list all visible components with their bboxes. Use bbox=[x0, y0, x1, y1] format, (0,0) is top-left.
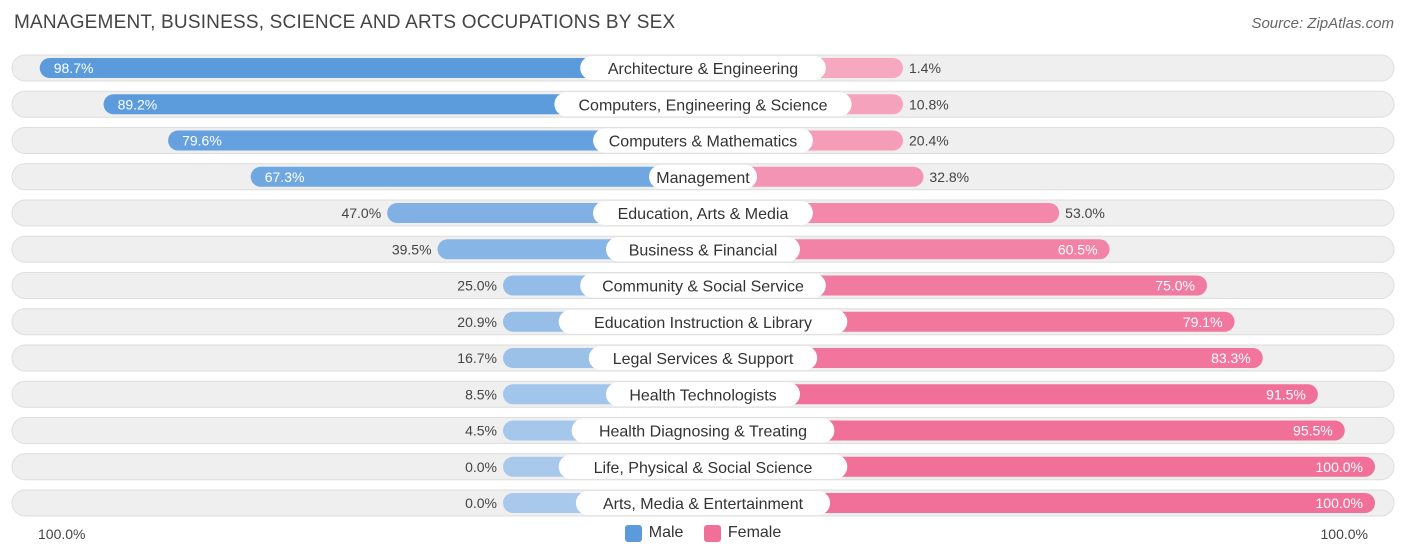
female-value-label: 83.3% bbox=[1211, 350, 1251, 366]
category-label: Education Instruction & Library bbox=[594, 315, 812, 332]
male-value-label: 0.0% bbox=[465, 459, 497, 475]
male-bar bbox=[103, 94, 704, 115]
category-pill bbox=[571, 418, 835, 443]
male-swatch bbox=[624, 524, 642, 542]
category-pill bbox=[606, 382, 800, 407]
male-value-label: 25.0% bbox=[457, 278, 497, 294]
legend-item-male[interactable]: Male bbox=[624, 524, 684, 542]
female-value-label: 100.0% bbox=[1316, 459, 1363, 475]
female-bar bbox=[703, 420, 1345, 441]
source-credit: Source: ZipAtlas.com bbox=[1251, 15, 1394, 32]
female-bar bbox=[703, 275, 1207, 296]
category-pill bbox=[649, 164, 757, 189]
female-value-label: 75.0% bbox=[1155, 278, 1195, 294]
female-value-label: 20.4% bbox=[909, 133, 949, 149]
male-value-label: 67.3% bbox=[265, 169, 305, 185]
female-value-label: 32.8% bbox=[929, 169, 969, 185]
category-label: Arts, Media & Entertainment bbox=[603, 496, 804, 513]
legend: Male Female bbox=[0, 524, 1406, 547]
female-swatch bbox=[703, 524, 721, 542]
category-pill bbox=[588, 346, 818, 370]
category-pill bbox=[580, 56, 826, 80]
category-pill bbox=[558, 454, 848, 479]
category-label: Legal Services & Support bbox=[613, 351, 794, 368]
category-pill bbox=[558, 309, 848, 334]
category-label: Architecture & Engineering bbox=[608, 61, 798, 78]
category-pill bbox=[575, 491, 831, 515]
male-value-label: 39.5% bbox=[392, 241, 432, 257]
category-label: Health Technologists bbox=[629, 387, 776, 404]
axis-left-label: 100.0% bbox=[38, 526, 86, 542]
male-value-label: 89.2% bbox=[118, 96, 158, 112]
female-value-label: 100.0% bbox=[1316, 495, 1363, 511]
male-value-label: 8.5% bbox=[465, 386, 497, 402]
category-pill bbox=[554, 92, 852, 117]
male-value-label: 4.5% bbox=[465, 423, 497, 439]
male-value-label: 16.7% bbox=[457, 350, 497, 366]
male-bar bbox=[168, 130, 703, 151]
male-value-label: 0.0% bbox=[465, 495, 497, 511]
male-value-label: 98.7% bbox=[54, 60, 94, 76]
female-bar bbox=[703, 166, 924, 187]
category-pill bbox=[593, 128, 813, 153]
female-bar bbox=[703, 493, 1375, 513]
category-pill bbox=[580, 273, 826, 298]
category-label: Life, Physical & Social Science bbox=[594, 460, 813, 477]
category-pill bbox=[606, 237, 800, 262]
female-bar bbox=[703, 384, 1318, 405]
male-bar bbox=[39, 58, 703, 78]
category-label: Management bbox=[656, 170, 750, 187]
male-value-label: 47.0% bbox=[341, 205, 381, 221]
female-bar bbox=[703, 348, 1263, 368]
category-label: Computers & Mathematics bbox=[609, 134, 798, 151]
female-value-label: 95.5% bbox=[1293, 423, 1333, 439]
male-bar bbox=[250, 166, 703, 187]
female-value-label: 91.5% bbox=[1266, 386, 1306, 402]
male-value-label: 20.9% bbox=[457, 314, 497, 330]
category-label: Education, Arts & Media bbox=[618, 206, 789, 223]
female-value-label: 60.5% bbox=[1058, 241, 1098, 257]
male-value-label: 79.6% bbox=[182, 133, 222, 149]
category-pill bbox=[593, 201, 813, 225]
category-label: Business & Financial bbox=[629, 242, 778, 259]
legend-item-female[interactable]: Female bbox=[703, 524, 782, 542]
female-value-label: 79.1% bbox=[1183, 314, 1223, 330]
category-label: Computers, Engineering & Science bbox=[578, 97, 827, 114]
axis-right-label: 100.0% bbox=[1320, 526, 1368, 542]
female-value-label: 1.4% bbox=[909, 60, 941, 76]
legend-female-label: Female bbox=[727, 524, 782, 541]
female-value-label: 53.0% bbox=[1065, 205, 1105, 221]
female-bar bbox=[703, 456, 1375, 477]
female-bar bbox=[703, 239, 1110, 260]
legend-male-label: Male bbox=[648, 524, 684, 541]
female-value-label: 10.8% bbox=[909, 96, 949, 112]
category-label: Health Diagnosing & Treating bbox=[599, 424, 807, 441]
category-label: Community & Social Service bbox=[602, 279, 804, 296]
chart-title: MANAGEMENT, BUSINESS, SCIENCE AND ARTS O… bbox=[14, 12, 676, 33]
